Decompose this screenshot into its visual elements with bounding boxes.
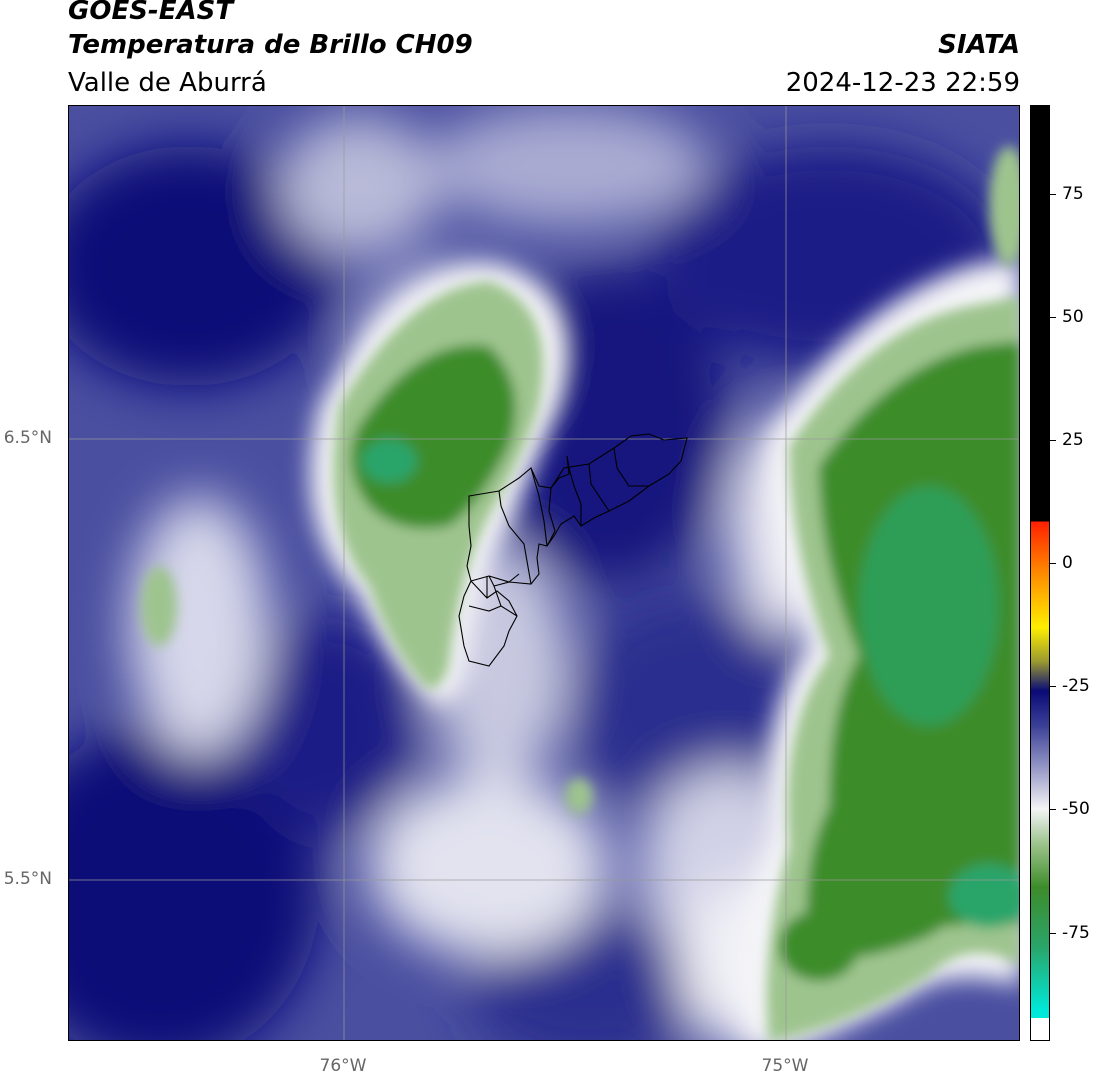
- colorbar-tick-label: -75: [1062, 922, 1090, 943]
- colorbar-tick-label: -25: [1062, 676, 1090, 697]
- colorbar-tick-mark: [1050, 809, 1056, 811]
- colorbar-tick-mark: [1050, 439, 1056, 441]
- colorbar-tick-label: 75: [1062, 183, 1084, 204]
- lon-label-76w: 76°W: [319, 1056, 367, 1076]
- brightness-temperature-map: [68, 105, 1020, 1041]
- colorbar-tick-mark: [1050, 193, 1056, 195]
- colorbar-tick-mark: [1050, 686, 1056, 688]
- product-title: GOES-EAST: [68, 0, 234, 26]
- timestamp-label: 2024-12-23 22:59: [785, 68, 1020, 98]
- temperature-colorbar: [1030, 105, 1050, 1041]
- colorbar-tick-mark: [1050, 563, 1056, 565]
- colorbar-tick-label: 25: [1062, 429, 1084, 450]
- channel-title: Temperatura de Brillo CH09: [68, 30, 473, 60]
- colorbar-tick-label: 50: [1062, 306, 1084, 327]
- colorbar-tick-label: 0: [1062, 553, 1073, 574]
- cold-cloud-layer: [141, 146, 1019, 1040]
- region-label: Valle de Aburrá: [68, 68, 267, 98]
- colorbar-tick-label: -50: [1062, 799, 1090, 820]
- lat-label-5-5n: 5.5°N: [3, 869, 52, 889]
- lon-label-75w: 75°W: [761, 1056, 809, 1076]
- colorbar-tick-mark: [1050, 932, 1056, 934]
- organization-label: SIATA: [938, 30, 1020, 60]
- colorbar-tick-mark: [1050, 316, 1056, 318]
- lat-label-6-5n: 6.5°N: [3, 428, 52, 448]
- gridlines: [69, 106, 1019, 1040]
- map-canvas: [69, 106, 1019, 1040]
- municipal-boundaries: [458, 433, 688, 667]
